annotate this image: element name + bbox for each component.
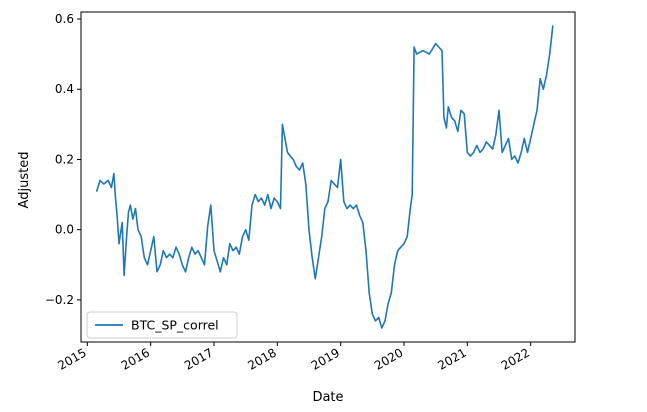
plot-frame [80,11,576,343]
x-tick-label: 2020 [372,345,405,372]
y-tick-label: 0.6 [55,12,74,26]
x-axis-label: Date [312,390,343,405]
y-tick-label: 0.0 [55,223,74,237]
x-tick-label: 2019 [309,345,342,372]
legend: BTC_SP_correl [86,311,238,339]
y-tick-label: 0.4 [55,82,74,96]
x-tick-label: 2018 [245,345,278,372]
legend-label: BTC_SP_correl [131,318,219,333]
y-tick-label: −0.2 [45,293,74,307]
legend-box [86,311,238,339]
y-axis-ticks: −0.2 0.0 0.2 0.4 0.6 [45,12,81,307]
x-axis-ticks: 2015 2016 2017 2018 2019 2020 2021 2022 [55,342,532,373]
y-tick-label: 0.2 [55,152,74,166]
x-tick-label: 2021 [435,345,468,372]
plot-area [81,12,575,342]
series-line-0 [96,25,554,329]
x-tick-label: 2016 [119,345,152,372]
x-tick-label: 2022 [499,345,532,372]
x-tick-label: 2015 [55,345,88,372]
y-axis-label: Adjusted [17,152,32,209]
x-tick-label: 2017 [182,345,215,372]
series-layer [96,25,554,329]
